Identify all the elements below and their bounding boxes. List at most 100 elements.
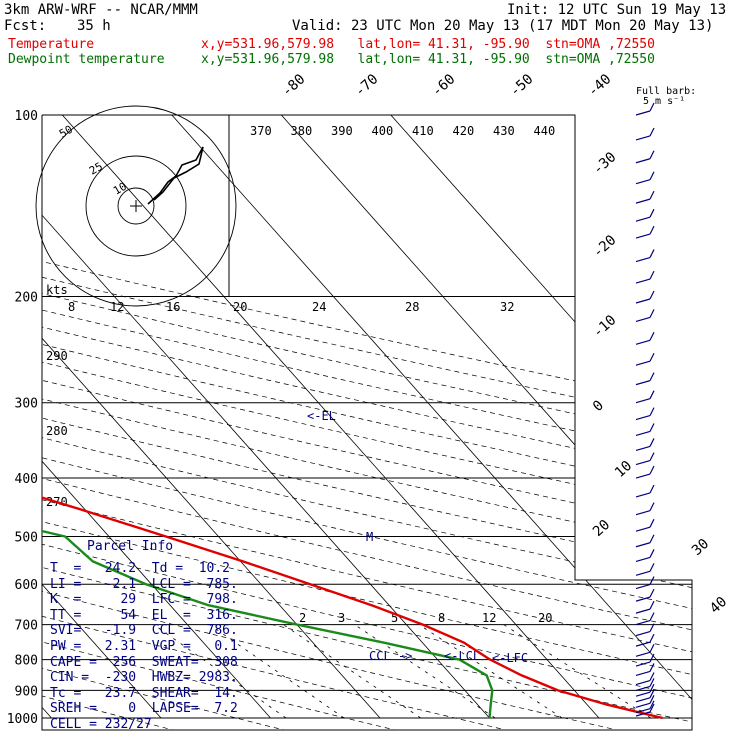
level-marker-label: <-LCL [444, 649, 480, 663]
wind-barb-flag [649, 372, 655, 381]
hodo-speed-label: 32 [500, 300, 514, 314]
wind-barb-flag [649, 703, 655, 713]
temperature-tick-label: -40 [585, 71, 615, 100]
theta-label: 410 [412, 124, 434, 138]
pressure-tick-label: 400 [15, 472, 38, 487]
temperature-tick-label: -30 [590, 149, 620, 178]
isotherm-line [42, 115, 271, 719]
wind-barb-flag [649, 563, 655, 572]
parcel-info-row: PW = 2.31 VGP = 0.1 [50, 639, 238, 654]
parcel-info-row: CIN = -230 HWBZ= 2983. [50, 670, 238, 686]
isotherm-line [281, 115, 692, 719]
theta-left-label: 280 [46, 424, 68, 438]
hodo-ring [85, 155, 187, 257]
wind-barb [635, 542, 651, 548]
isotherm-line [42, 115, 162, 719]
temperature-trace [42, 115, 663, 720]
wind-barb-flag [649, 102, 655, 112]
wind-barb [635, 445, 651, 452]
hodo-ring-label: 50 [57, 123, 75, 141]
model-title: 3km ARW-WRF -- NCAR/MMM [4, 2, 198, 18]
isotherm-line [390, 115, 692, 719]
dewpoint-legend: Dewpoint temperature [8, 52, 165, 67]
hodo-unit-label: kts [46, 283, 68, 297]
hodo-speed-label: 12 [110, 300, 124, 314]
wind-barb [635, 631, 651, 637]
dry-adiabat-line [42, 115, 399, 730]
dewpoint-location-info: x,y=531.96,579.98 lat,lon= 41.31, -95.90… [201, 52, 655, 67]
temperature-tick-label: -10 [590, 312, 620, 341]
parcel-info-row: CAPE = 256 SWEAT= 308 [50, 654, 238, 670]
wind-barb-flag [649, 484, 655, 494]
wind-barb-flag [649, 576, 655, 585]
temperature-tick-label: -50 [507, 71, 537, 100]
pressure-tick-label: 300 [15, 397, 38, 412]
theta-label: 430 [493, 124, 515, 138]
temperature-tick-label: -80 [279, 71, 309, 100]
wind-barb [635, 670, 651, 677]
hodo-speed-label: 28 [405, 300, 419, 314]
temperature-tick-label: -60 [429, 71, 459, 100]
barb-legend-value: 5 m s⁻¹ [643, 96, 685, 107]
wind-barb-flag [649, 249, 655, 258]
wind-barb [635, 510, 651, 516]
wind-barb [635, 360, 651, 366]
temperature-tick-label: -70 [352, 71, 382, 100]
hodo-ring [35, 105, 237, 307]
wind-barb-flag [649, 695, 655, 704]
temperature-tick-label: 40 [707, 594, 730, 617]
wind-barb [635, 570, 651, 576]
pressure-tick-label: 800 [15, 654, 38, 669]
hodo-ring [117, 187, 155, 225]
theta-label: 440 [534, 124, 556, 138]
theta-label: 400 [372, 124, 394, 138]
hodo-speed-label: 8 [68, 300, 75, 314]
theta-label: 390 [331, 124, 353, 138]
parcel-info-row: T = 24.2 Td = 10.2 [50, 561, 231, 576]
wind-barb-flag [649, 390, 655, 399]
mixing-ratio-line [418, 624, 563, 719]
wind-barb-flag [649, 623, 655, 632]
wind-barb-flag [649, 290, 655, 300]
wind-barb [635, 711, 651, 717]
dry-adiabat-line [42, 115, 692, 730]
wind-barb-flag [649, 672, 655, 681]
wind-barb-flag [649, 502, 655, 511]
pressure-tick-label: 600 [15, 578, 38, 593]
wind-barb-flag [649, 331, 655, 341]
wind-barb [635, 298, 651, 304]
mixing-ratio-label: 3 [338, 611, 345, 625]
wind-barb [635, 256, 651, 263]
wind-barb [635, 556, 651, 563]
wind-barb [635, 398, 651, 404]
wind-barb [635, 583, 651, 590]
wind-barb-flag [649, 309, 655, 318]
wind-barb-flag [649, 190, 655, 200]
level-marker-label: CCL -> [369, 649, 412, 663]
wind-barb-flag [649, 633, 655, 643]
wind-barb [635, 233, 651, 239]
wind-barb [635, 697, 651, 703]
wind-barb [635, 473, 651, 479]
wind-barb [635, 380, 651, 386]
wind-barb-flag [649, 407, 655, 416]
mixing-ratio-label: 5 [391, 611, 398, 625]
pressure-tick-label: 100 [15, 109, 38, 124]
hodo-ring-label: 25 [87, 160, 105, 178]
parcel-info-row: SVI= -1.9 CCL = 786. [50, 623, 238, 639]
wind-barb [635, 135, 651, 141]
mixing-ratio-line [354, 624, 496, 719]
wind-barb [635, 198, 651, 204]
wind-barb-flag [649, 600, 655, 610]
wind-barb-flag [649, 150, 655, 160]
wind-barb-flag [649, 549, 655, 558]
hodo-speed-label: 24 [312, 300, 326, 314]
level-marker-label: M [366, 530, 373, 544]
wind-barb-flag [649, 612, 655, 621]
wind-barb [635, 596, 651, 602]
wind-barb-flag [649, 588, 655, 598]
pressure-tick-label: 200 [15, 291, 38, 306]
plot-frame [41, 114, 693, 731]
hodo-ring-label: 10 [111, 180, 129, 198]
